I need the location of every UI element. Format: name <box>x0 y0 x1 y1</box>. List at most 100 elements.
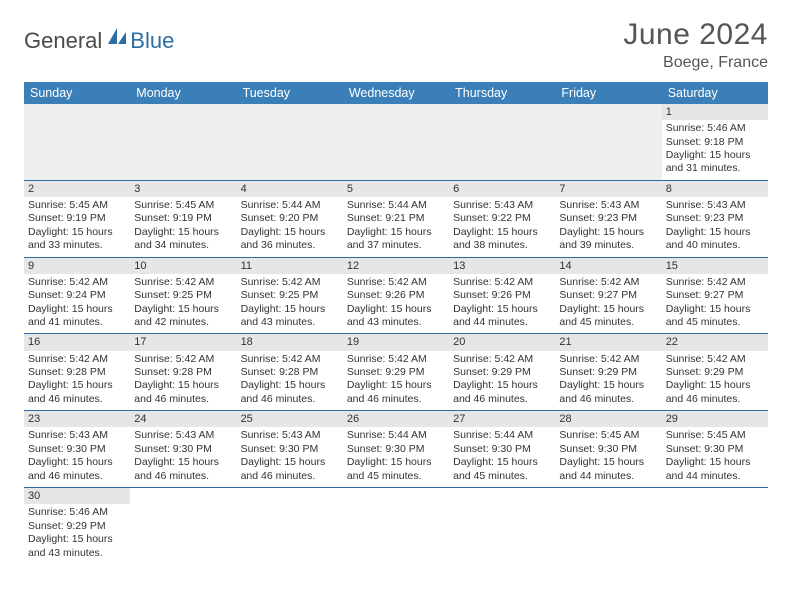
daylight-text: Daylight: 15 hours and 46 minutes. <box>666 379 764 406</box>
calendar-cell: 18Sunrise: 5:42 AMSunset: 9:28 PMDayligh… <box>237 334 343 411</box>
day-number: 15 <box>662 258 768 274</box>
day-number: 3 <box>130 181 236 197</box>
sunset-text: Sunset: 9:19 PM <box>28 212 126 225</box>
daylight-text: Daylight: 15 hours and 46 minutes. <box>241 379 339 406</box>
sunset-text: Sunset: 9:28 PM <box>134 366 232 379</box>
daylight-text: Daylight: 15 hours and 44 minutes. <box>559 456 657 483</box>
sunset-text: Sunset: 9:23 PM <box>666 212 764 225</box>
calendar-body: 1Sunrise: 5:46 AMSunset: 9:18 PMDaylight… <box>24 104 768 564</box>
brand-text-2: Blue <box>130 28 174 54</box>
sunrise-text: Sunrise: 5:44 AM <box>347 429 445 442</box>
calendar-cell <box>555 104 661 180</box>
sunrise-text: Sunrise: 5:42 AM <box>559 353 657 366</box>
sunrise-text: Sunrise: 5:42 AM <box>453 353 551 366</box>
sunrise-text: Sunrise: 5:42 AM <box>347 276 445 289</box>
sunrise-text: Sunrise: 5:42 AM <box>134 276 232 289</box>
calendar-cell: 13Sunrise: 5:42 AMSunset: 9:26 PMDayligh… <box>449 257 555 334</box>
calendar-cell: 7Sunrise: 5:43 AMSunset: 9:23 PMDaylight… <box>555 180 661 257</box>
daylight-text: Daylight: 15 hours and 46 minutes. <box>241 456 339 483</box>
day-number: 17 <box>130 334 236 350</box>
daylight-text: Daylight: 15 hours and 46 minutes. <box>28 379 126 406</box>
day-number: 6 <box>449 181 555 197</box>
day-number: 22 <box>662 334 768 350</box>
sunrise-text: Sunrise: 5:42 AM <box>241 353 339 366</box>
daylight-text: Daylight: 15 hours and 46 minutes. <box>347 379 445 406</box>
sunrise-text: Sunrise: 5:42 AM <box>134 353 232 366</box>
calendar-cell: 28Sunrise: 5:45 AMSunset: 9:30 PMDayligh… <box>555 411 661 488</box>
calendar-cell <box>449 104 555 180</box>
calendar-cell: 21Sunrise: 5:42 AMSunset: 9:29 PMDayligh… <box>555 334 661 411</box>
day-number: 13 <box>449 258 555 274</box>
sunset-text: Sunset: 9:29 PM <box>453 366 551 379</box>
day-number: 23 <box>24 411 130 427</box>
calendar-cell: 14Sunrise: 5:42 AMSunset: 9:27 PMDayligh… <box>555 257 661 334</box>
sunset-text: Sunset: 9:30 PM <box>453 443 551 456</box>
sunset-text: Sunset: 9:23 PM <box>559 212 657 225</box>
calendar-cell: 15Sunrise: 5:42 AMSunset: 9:27 PMDayligh… <box>662 257 768 334</box>
calendar-cell <box>555 488 661 564</box>
sunset-text: Sunset: 9:29 PM <box>666 366 764 379</box>
sunrise-text: Sunrise: 5:46 AM <box>666 122 764 135</box>
daylight-text: Daylight: 15 hours and 42 minutes. <box>134 303 232 330</box>
day-number: 25 <box>237 411 343 427</box>
sunrise-text: Sunrise: 5:44 AM <box>453 429 551 442</box>
sunset-text: Sunset: 9:29 PM <box>347 366 445 379</box>
day-number: 21 <box>555 334 661 350</box>
sunset-text: Sunset: 9:29 PM <box>28 520 126 533</box>
sunrise-text: Sunrise: 5:42 AM <box>666 276 764 289</box>
day-header: Friday <box>555 82 661 104</box>
daylight-text: Daylight: 15 hours and 46 minutes. <box>559 379 657 406</box>
calendar-cell: 3 Sunrise: 5:45 AMSunset: 9:19 PMDaylight… <box>130 180 236 257</box>
day-number: 18 <box>237 334 343 350</box>
sunrise-text: Sunrise: 5:42 AM <box>559 276 657 289</box>
day-header: Thursday <box>449 82 555 104</box>
day-number: 10 <box>130 258 236 274</box>
day-number: 7 <box>555 181 661 197</box>
daylight-text: Daylight: 15 hours and 41 minutes. <box>28 303 126 330</box>
sunrise-text: Sunrise: 5:45 AM <box>559 429 657 442</box>
calendar-cell: 29Sunrise: 5:45 AMSunset: 9:30 PMDayligh… <box>662 411 768 488</box>
day-number: 27 <box>449 411 555 427</box>
sunrise-text: Sunrise: 5:42 AM <box>28 276 126 289</box>
calendar-week-row: 9Sunrise: 5:42 AMSunset: 9:24 PMDaylight… <box>24 257 768 334</box>
sunset-text: Sunset: 9:22 PM <box>453 212 551 225</box>
calendar-cell <box>449 488 555 564</box>
day-header: Tuesday <box>237 82 343 104</box>
sunset-text: Sunset: 9:18 PM <box>666 136 764 149</box>
sunset-text: Sunset: 9:21 PM <box>347 212 445 225</box>
calendar-week-row: 30Sunrise: 5:46 AMSunset: 9:29 PMDayligh… <box>24 488 768 564</box>
sunset-text: Sunset: 9:19 PM <box>134 212 232 225</box>
calendar-cell <box>237 104 343 180</box>
daylight-text: Daylight: 15 hours and 34 minutes. <box>134 226 232 253</box>
day-header: Sunday <box>24 82 130 104</box>
day-number: 24 <box>130 411 236 427</box>
day-header: Monday <box>130 82 236 104</box>
calendar-cell <box>130 488 236 564</box>
calendar-cell <box>343 104 449 180</box>
day-header: Saturday <box>662 82 768 104</box>
calendar-cell: 9Sunrise: 5:42 AMSunset: 9:24 PMDaylight… <box>24 257 130 334</box>
location-label: Boege, France <box>623 54 768 72</box>
sunrise-text: Sunrise: 5:45 AM <box>134 199 232 212</box>
sunset-text: Sunset: 9:30 PM <box>134 443 232 456</box>
daylight-text: Daylight: 15 hours and 46 minutes. <box>453 379 551 406</box>
day-number: 5 <box>343 181 449 197</box>
calendar-table: Sunday Monday Tuesday Wednesday Thursday… <box>24 82 768 564</box>
sunset-text: Sunset: 9:30 PM <box>347 443 445 456</box>
sunset-text: Sunset: 9:26 PM <box>453 289 551 302</box>
calendar-cell: 17Sunrise: 5:42 AMSunset: 9:28 PMDayligh… <box>130 334 236 411</box>
calendar-cell: 30Sunrise: 5:46 AMSunset: 9:29 PMDayligh… <box>24 488 130 564</box>
daylight-text: Daylight: 15 hours and 45 minutes. <box>453 456 551 483</box>
daylight-text: Daylight: 15 hours and 46 minutes. <box>134 456 232 483</box>
title-block: June 2024 Boege, France <box>623 18 768 72</box>
daylight-text: Daylight: 15 hours and 43 minutes. <box>241 303 339 330</box>
daylight-text: Daylight: 15 hours and 45 minutes. <box>347 456 445 483</box>
month-title: June 2024 <box>623 18 768 52</box>
sunrise-text: Sunrise: 5:43 AM <box>134 429 232 442</box>
daylight-text: Daylight: 15 hours and 31 minutes. <box>666 149 764 176</box>
daylight-text: Daylight: 15 hours and 38 minutes. <box>453 226 551 253</box>
day-number: 30 <box>24 488 130 504</box>
sunrise-text: Sunrise: 5:43 AM <box>28 429 126 442</box>
daylight-text: Daylight: 15 hours and 45 minutes. <box>559 303 657 330</box>
calendar-cell: 27 Sunrise: 5:44 AMSunset: 9:30 PMDayligh… <box>449 411 555 488</box>
